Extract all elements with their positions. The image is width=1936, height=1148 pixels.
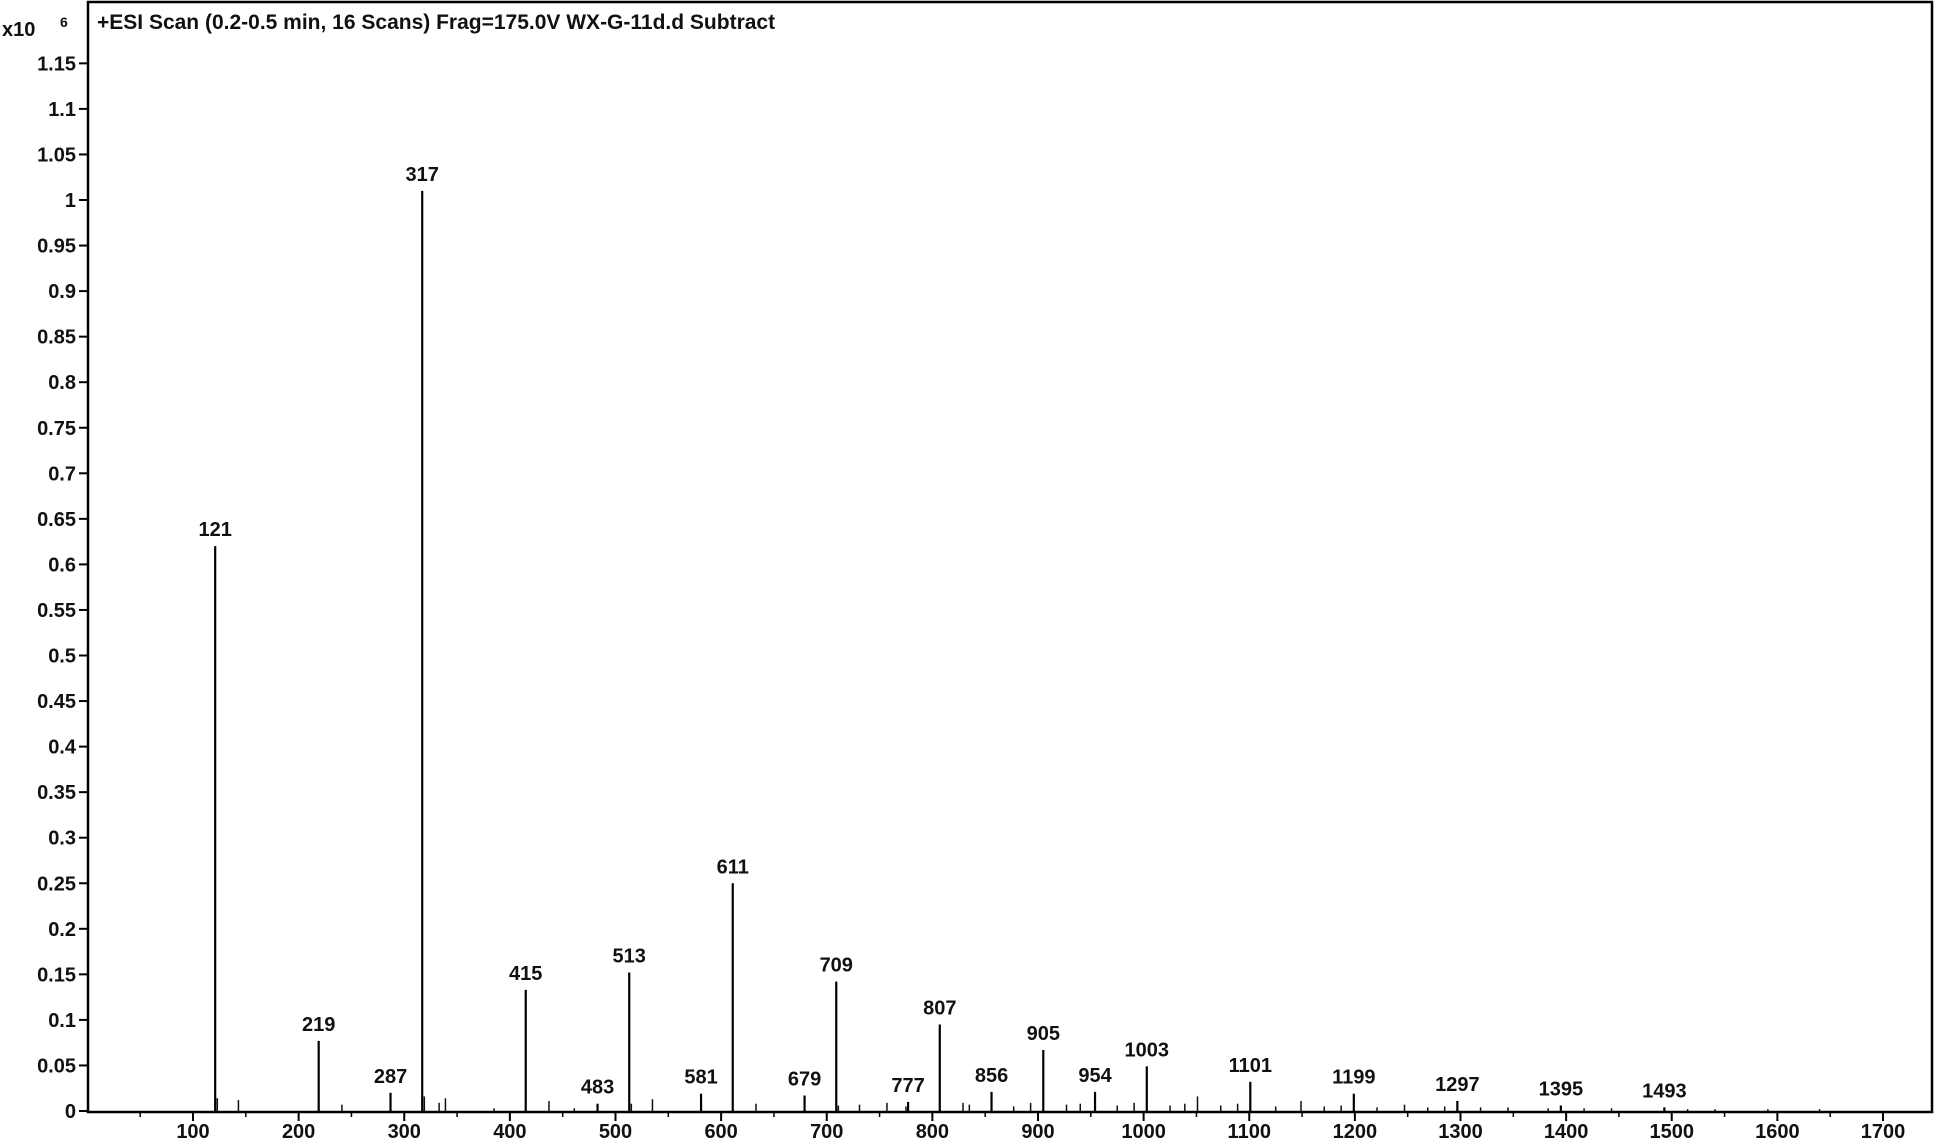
labeled-peaks-layer: 121 219 287 317 415 483 513 581 611 679 709 777 807 8… xyxy=(198,164,1687,1111)
minor-peaks-layer xyxy=(216,1096,1821,1111)
y-tick-label: 0.7 xyxy=(48,463,76,485)
x-tick-label: 200 xyxy=(282,1121,315,1143)
x-tick-label: 1300 xyxy=(1438,1121,1483,1143)
y-multiplier-exponent: 6 xyxy=(60,14,68,30)
y-tick-label: 0.95 xyxy=(37,236,76,258)
x-tick-label: 800 xyxy=(916,1121,949,1143)
y-tick-label: 0.05 xyxy=(37,1055,76,1077)
x-tick-label: 1400 xyxy=(1544,1121,1589,1143)
y-tick-label: 1.05 xyxy=(37,144,76,166)
x-tick-label: 900 xyxy=(1021,1121,1054,1143)
x-tick-label: 1000 xyxy=(1121,1121,1166,1143)
peak-label: 777 xyxy=(891,1075,924,1097)
peak-label: 679 xyxy=(788,1069,821,1091)
x-tick-label: 400 xyxy=(493,1121,526,1143)
y-tick-label: 0.25 xyxy=(37,873,76,895)
peak-label: 415 xyxy=(509,963,542,985)
peak-label: 856 xyxy=(975,1065,1008,1087)
peak-label: 121 xyxy=(198,519,231,541)
x-tick-label: 1100 xyxy=(1228,1121,1271,1143)
y-tick-label: 0.15 xyxy=(37,964,76,986)
y-multiplier-label: x10 xyxy=(2,19,35,41)
x-tick-label: 500 xyxy=(599,1121,632,1143)
peak-label: 807 xyxy=(923,997,956,1019)
y-tick-label: 0.85 xyxy=(37,327,76,349)
x-tick-label: 600 xyxy=(704,1121,737,1143)
plot-frame xyxy=(86,0,1934,1114)
y-tick-label: 0.2 xyxy=(48,919,76,941)
peak-label: 219 xyxy=(302,1014,335,1036)
peak-label: 905 xyxy=(1027,1023,1060,1045)
y-tick-label: 0.3 xyxy=(48,828,76,850)
peak-label: 513 xyxy=(613,946,646,968)
peak-label: 483 xyxy=(581,1077,614,1099)
y-tick-label: 0 xyxy=(65,1101,76,1123)
x-tick-label: 700 xyxy=(810,1121,843,1143)
peak-label: 954 xyxy=(1078,1065,1112,1087)
y-tick-label: 0.1 xyxy=(48,1010,76,1032)
y-tick-label: 1.1 xyxy=(48,99,76,121)
peak-label: 1101 xyxy=(1229,1055,1272,1077)
y-tick-label: 1 xyxy=(65,190,76,212)
y-tick-label: 0.9 xyxy=(48,281,76,303)
peak-label: 709 xyxy=(820,955,853,977)
peak-label: 1493 xyxy=(1642,1080,1687,1102)
peak-label: 611 xyxy=(717,856,749,878)
peak-label: 287 xyxy=(374,1066,407,1088)
tick-layer: 0 0.05 0.1 0.15 0.2 0.25 0.3 0.35 0.4 0.45 0.5 0.55… xyxy=(37,53,1905,1143)
peak-label: 1199 xyxy=(1332,1067,1375,1089)
x-tick-label: 1700 xyxy=(1861,1121,1906,1143)
peak-label: 317 xyxy=(406,164,439,186)
x-tick-label: 1500 xyxy=(1650,1121,1695,1143)
y-tick-label: 0.45 xyxy=(37,691,76,713)
x-tick-label: 300 xyxy=(388,1121,421,1143)
x-tick-label: 1600 xyxy=(1755,1121,1800,1143)
y-tick-label: 0.75 xyxy=(37,418,76,440)
y-tick-label: 1.15 xyxy=(37,53,76,75)
x-tick-label: 100 xyxy=(176,1121,209,1143)
peak-label: 1297 xyxy=(1435,1074,1480,1096)
y-tick-label: 0.8 xyxy=(48,372,76,394)
y-tick-label: 0.65 xyxy=(37,509,76,531)
x-tick-label: 1200 xyxy=(1333,1121,1378,1143)
y-tick-label: 0.55 xyxy=(37,600,76,622)
peak-label: 1003 xyxy=(1125,1039,1170,1061)
peak-label: 581 xyxy=(684,1067,717,1089)
y-tick-label: 0.4 xyxy=(48,737,77,759)
chart-title: +ESI Scan (0.2-0.5 min, 16 Scans) Frag=1… xyxy=(97,11,775,34)
y-tick-label: 0.35 xyxy=(37,782,76,804)
y-tick-label: 0.5 xyxy=(48,646,76,668)
y-tick-label: 0.6 xyxy=(48,554,76,576)
peak-label: 1395 xyxy=(1539,1079,1584,1101)
